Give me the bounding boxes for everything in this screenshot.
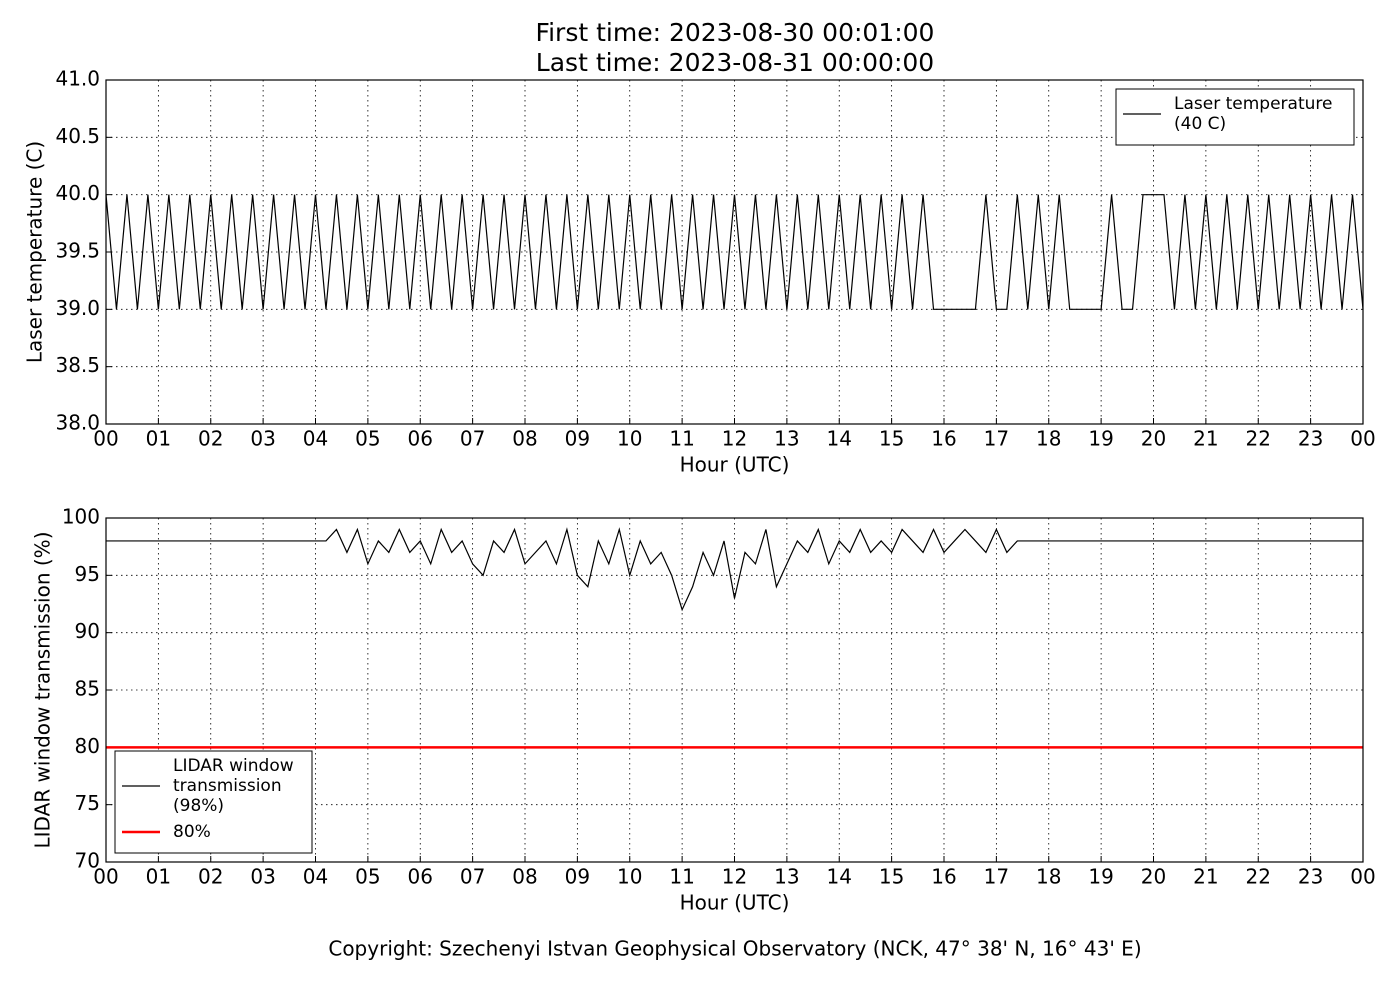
x-tick-label: 15 [879,865,904,889]
x-tick-label: 08 [512,865,537,889]
x-tick-label: 03 [250,427,275,451]
y-tick-label: 100 [62,505,100,529]
x-tick-label: 10 [617,865,642,889]
x-tick-label: 05 [355,427,380,451]
x-tick-label: 18 [1036,865,1061,889]
x-tick-label: 18 [1036,427,1061,451]
x-tick-label: 01 [146,427,171,451]
x-tick-label: 21 [1193,427,1218,451]
x-tick-label: 02 [198,427,223,451]
x-tick-label: 03 [250,865,275,889]
x-tick-label: 23 [1298,427,1323,451]
x-tick-label: 19 [1088,427,1113,451]
y-tick-label: 90 [75,619,100,643]
y-axis-label: Laser temperature (C) [23,141,47,363]
x-tick-label: 14 [827,865,852,889]
x-tick-label: 04 [303,427,328,451]
y-tick-label: 95 [75,562,100,586]
legend-label: 80% [173,822,211,842]
x-tick-label: 15 [879,427,904,451]
y-tick-label: 70 [75,849,100,873]
y-tick-label: 39.0 [55,296,100,320]
y-tick-label: 39.5 [55,239,100,263]
x-tick-label: 01 [146,865,171,889]
x-tick-label: 22 [1246,865,1271,889]
x-tick-label: 07 [460,427,485,451]
x-tick-label: 21 [1193,865,1218,889]
plot-frame [105,517,1364,863]
x-tick-label: 09 [565,427,590,451]
legend-label: Laser temperature (40 C) [1174,94,1332,134]
x-tick-label: 17 [984,427,1009,451]
data-line [105,194,1364,310]
x-tick-label: 00 [93,865,118,889]
x-tick-label: 10 [617,427,642,451]
x-tick-label: 05 [355,865,380,889]
y-tick-label: 40.5 [55,124,100,148]
x-tick-label: 16 [931,865,956,889]
legend-label: LIDAR window transmission (98%) [173,756,294,816]
x-tick-label: 06 [408,427,433,451]
y-axis-label: LIDAR window transmission (%) [31,532,55,849]
x-tick-label: 02 [198,865,223,889]
x-tick-label: 00 [1350,865,1375,889]
copyright: Copyright: Szechenyi Istvan Geophysical … [328,937,1141,961]
data-line [106,527,1363,612]
legend: LIDAR window transmission (98%) 80% [114,750,313,854]
x-tick-label: 09 [565,865,590,889]
x-tick-label: 04 [303,865,328,889]
x-axis-label: Hour (UTC) [680,891,790,915]
y-tick-label: 41.0 [55,67,100,91]
x-tick-label: 12 [722,865,747,889]
legend-frame [114,750,313,854]
x-tick-label: 00 [93,427,118,451]
x-tick-label: 23 [1298,865,1323,889]
x-tick-label: 11 [669,865,694,889]
x-tick-label: 20 [1141,427,1166,451]
x-tick-label: 12 [722,427,747,451]
x-tick-label: 00 [1350,427,1375,451]
plot-frame [105,79,1364,425]
x-tick-label: 13 [774,427,799,451]
y-tick-label: 40.0 [55,181,100,205]
legend-frame [1115,88,1355,146]
legend: Laser temperature (40 C) [1115,88,1355,146]
y-tick-label: 38.5 [55,353,100,377]
x-axis-label: Hour (UTC) [680,453,790,477]
title-line: Last time: 2023-08-31 00:00:00 [536,48,934,77]
title-line: First time: 2023-08-30 00:01:00 [536,18,935,47]
x-tick-label: 06 [408,865,433,889]
x-tick-label: 19 [1088,865,1113,889]
x-tick-label: 13 [774,865,799,889]
x-tick-label: 22 [1246,427,1271,451]
y-tick-label: 38.0 [55,411,100,435]
y-tick-label: 75 [75,791,100,815]
x-tick-label: 14 [827,427,852,451]
x-tick-label: 20 [1141,865,1166,889]
y-tick-label: 80 [75,734,100,758]
x-tick-label: 07 [460,865,485,889]
x-tick-label: 08 [512,427,537,451]
y-tick-label: 85 [75,677,100,701]
x-tick-label: 17 [984,865,1009,889]
x-tick-label: 16 [931,427,956,451]
x-tick-label: 11 [669,427,694,451]
